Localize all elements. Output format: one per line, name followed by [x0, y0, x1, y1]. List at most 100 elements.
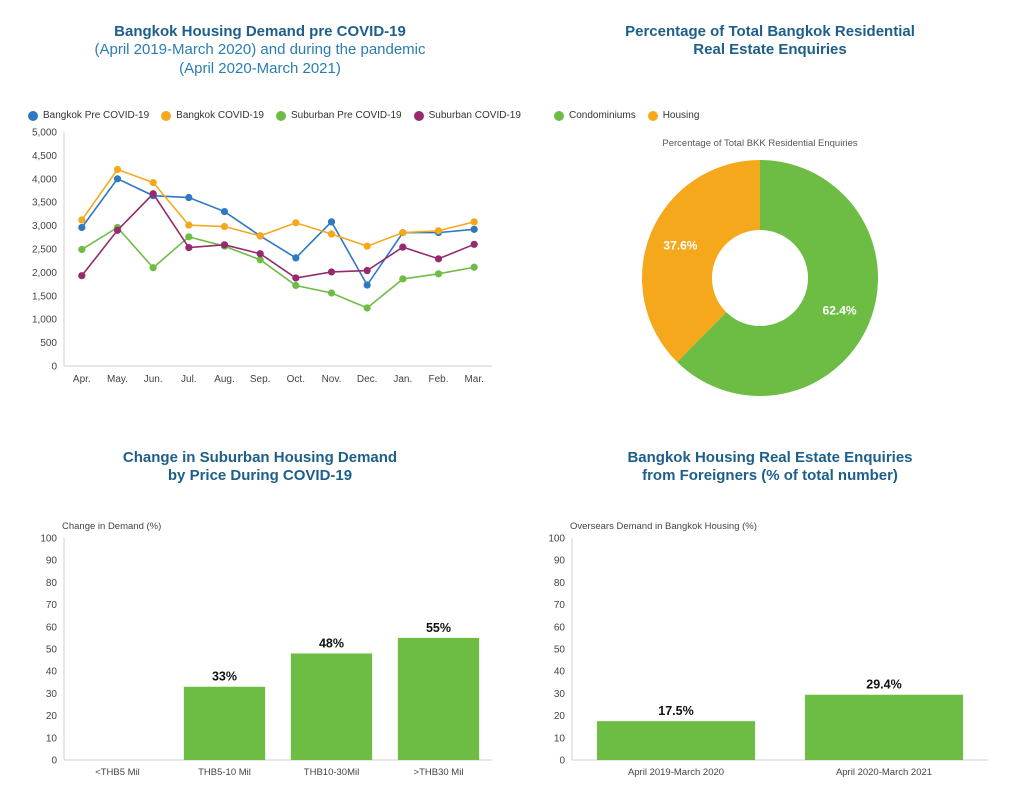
- y-tick-label: 10: [46, 733, 58, 744]
- y-tick-label: 20: [46, 711, 58, 722]
- legend-item-suburban-pre: Suburban Pre COVID-19: [276, 110, 402, 121]
- x-tick-label: Dec.: [357, 374, 378, 385]
- x-tick-label: Jan.: [393, 374, 412, 385]
- series-point-2: [363, 304, 371, 312]
- legend-dot: [554, 110, 564, 121]
- y-tick-label: 3,000: [32, 221, 57, 232]
- x-tick-label: Feb.: [428, 374, 448, 385]
- y-tick-label: 50: [554, 645, 566, 656]
- y-tick-label: 3,500: [32, 198, 57, 209]
- y-tick-label: 40: [46, 667, 58, 678]
- legend-dot: [647, 110, 658, 121]
- y-tick-label: 0: [559, 756, 565, 767]
- y-tick-label: 4,000: [32, 174, 57, 185]
- series-point-2: [185, 233, 193, 241]
- series-point-1: [256, 232, 264, 240]
- bar-value-label: 55%: [426, 621, 451, 635]
- y-tick-label: 2,500: [32, 245, 57, 256]
- legend-dot: [28, 110, 38, 121]
- y-tick-label: 0: [51, 362, 57, 373]
- series-point-1: [363, 242, 371, 250]
- series-point-0: [78, 223, 86, 232]
- y-tick-label: 4,500: [32, 151, 57, 162]
- x-tick-label: Jul.: [181, 374, 197, 385]
- x-tick-label: Oct.: [287, 374, 305, 385]
- series-point-3: [363, 266, 371, 275]
- series-point-0: [113, 175, 122, 183]
- series-point-1: [399, 229, 407, 237]
- series-point-3: [434, 255, 443, 263]
- series-point-1: [185, 221, 193, 229]
- foreign-bar-title-1: Bangkok Housing Real Estate Enquiries: [627, 449, 913, 466]
- donut-slice-label: 37.6%: [663, 238, 697, 252]
- line-chart-legend: Bangkok Pre COVID-19 Bangkok COVID-19 Su…: [28, 110, 521, 121]
- series-point-0: [185, 193, 193, 202]
- series-point-0: [327, 218, 336, 226]
- y-tick-label: 2,000: [32, 268, 57, 279]
- series-point-0: [220, 207, 229, 216]
- series-point-3: [470, 240, 478, 248]
- legend-label: Bangkok Pre COVID-19: [43, 110, 150, 121]
- series-line-3: [81, 192, 475, 279]
- donut-slice-label: 62.4%: [823, 304, 857, 318]
- y-axis-title-3: Oversears Demand in Bangkok Housing (%): [570, 521, 757, 532]
- y-tick-label: 70: [46, 600, 58, 611]
- y-tick-label: 60: [46, 622, 58, 633]
- series-point-1: [220, 222, 229, 231]
- x-tick-label: Mar.: [464, 374, 483, 385]
- series-point-3: [113, 226, 122, 234]
- y-tick-label: 500: [40, 338, 57, 349]
- legend-label: Suburban COVID-19: [428, 110, 521, 121]
- series-point-3: [78, 272, 86, 280]
- x-tick-label: May.: [107, 374, 128, 385]
- line-chart-subtitle-1: (April 2019-March 2020) and during the p…: [94, 41, 426, 58]
- y-tick-label: 0: [51, 756, 57, 767]
- legend-dot: [161, 110, 172, 121]
- y-tick-label: 30: [46, 689, 58, 700]
- x-tick-label: >THB30 Mil: [414, 767, 464, 778]
- y-tick-label: 30: [554, 689, 566, 700]
- series-point-3: [292, 274, 300, 282]
- legend-item-bangkok-covid: Bangkok COVID-19: [161, 110, 264, 121]
- bar-1: [183, 686, 266, 760]
- legend-dot: [276, 110, 286, 121]
- x-tick-label: THB5-10 Mil: [198, 767, 251, 778]
- x-tick-label: Nov.: [322, 374, 342, 385]
- donut-slice-1: [642, 159, 760, 362]
- x-tick-label: THB10-30Mil: [304, 767, 359, 778]
- series-point-3: [220, 241, 229, 249]
- y-tick-label: 80: [46, 578, 58, 589]
- y-tick-label: 10: [554, 733, 566, 744]
- series-point-2: [256, 256, 264, 264]
- series-line-2: [81, 226, 475, 309]
- series-point-3: [256, 250, 264, 258]
- bar-value-label: 17.5%: [658, 704, 693, 718]
- series-point-0: [363, 281, 371, 289]
- y-tick-label: 1,000: [32, 315, 57, 326]
- x-tick-label: Sep.: [250, 374, 271, 385]
- series-point-3: [185, 243, 193, 252]
- y-tick-label: 100: [548, 534, 565, 545]
- donut-chart-title-1: Percentage of Total Bangkok Residential: [625, 23, 915, 40]
- series-point-0: [470, 225, 478, 233]
- bar-value-label: 29.4%: [866, 678, 901, 692]
- bar-0: [596, 721, 756, 760]
- y-tick-label: 40: [554, 667, 566, 678]
- x-tick-label: <THB5 Mil: [95, 767, 140, 778]
- series-line-1: [81, 168, 475, 248]
- series-point-2: [327, 289, 336, 297]
- series-point-3: [327, 268, 336, 276]
- series-point-3: [399, 243, 407, 251]
- series-point-1: [149, 178, 157, 187]
- x-tick-label: April 2019-March 2020: [628, 767, 724, 778]
- donut-chart-title-2: Real Estate Enquiries: [693, 41, 847, 58]
- y-tick-label: 5,000: [32, 128, 57, 139]
- x-tick-label: Apr.: [73, 374, 91, 385]
- bar-value-label: 48%: [319, 636, 344, 650]
- series-point-3: [149, 190, 157, 198]
- bar-1: [804, 694, 964, 760]
- series-point-1: [78, 216, 86, 224]
- series-point-2: [470, 263, 478, 271]
- y-tick-label: 1,500: [32, 291, 57, 302]
